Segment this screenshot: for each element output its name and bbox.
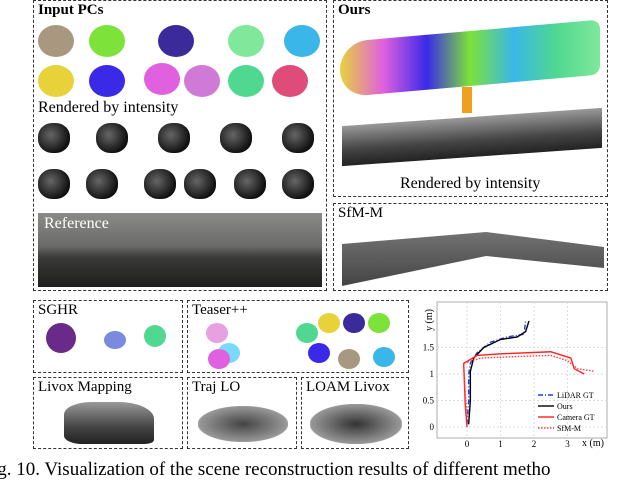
- intensity-render: [342, 107, 602, 167]
- legend-label: Ours: [557, 402, 573, 411]
- livox-map: [64, 402, 154, 444]
- panel-title: Livox Mapping: [38, 379, 132, 395]
- series-line-lidar-gt: [466, 320, 527, 425]
- intensity-cloud: [144, 169, 176, 199]
- reference-photo: [38, 213, 322, 287]
- loam-livox-map: [310, 404, 402, 444]
- rendered-caption: Rendered by intensity: [400, 175, 541, 192]
- ours-panel: Ours Rendered by intensity: [333, 0, 608, 197]
- input-point-cloud: [184, 65, 220, 97]
- intensity-cloud: [282, 123, 314, 153]
- intensity-cloud: [158, 123, 190, 153]
- double-arrow-icon: [462, 87, 472, 113]
- y-axis-label: y (m): [424, 309, 435, 331]
- legend-label: LiDAR GT: [557, 391, 594, 400]
- livox-mapping-panel: Livox Mapping: [33, 377, 183, 449]
- teaser-cloud: [343, 313, 365, 333]
- figure-caption: ig. 10. Visualization of the scene recon…: [0, 459, 551, 480]
- intensity-cloud: [38, 169, 70, 199]
- loam-livox-panel: LOAM Livox: [301, 377, 409, 449]
- panel-title: Ours: [338, 2, 371, 18]
- sghr-panel: SGHR: [33, 300, 183, 373]
- input-point-cloud: [284, 25, 320, 57]
- legend-label: Camera GT: [557, 413, 595, 422]
- panel-title: Input PCs: [38, 2, 104, 18]
- teaser-cloud: [338, 349, 360, 369]
- sfm-m-panel: SfM-M: [333, 203, 608, 291]
- legend-label: SfM-M: [557, 424, 581, 433]
- y-tick-label: 1: [430, 369, 435, 379]
- input-point-cloud: [272, 65, 308, 97]
- trajectory-chart: 0 1 2 3 0 0.5 1 1.5 LiDAR GT Ours Camera GT SfM-M y…: [423, 301, 608, 449]
- reference-label: Reference: [44, 215, 109, 232]
- y-tick-label: 0.5: [423, 396, 435, 406]
- teaser-cloud: [296, 323, 318, 343]
- intensity-cloud: [184, 169, 216, 199]
- input-point-cloud: [228, 25, 264, 57]
- rendered-caption: Rendered by intensity: [38, 99, 179, 116]
- intensity-cloud: [234, 169, 266, 199]
- x-tick-label: 3: [565, 439, 570, 449]
- y-tick-label: 0: [430, 422, 435, 432]
- traj-lo-panel: Traj LO: [187, 377, 297, 449]
- teaser-cloud: [208, 349, 230, 369]
- sfm-point-cloud: [342, 232, 604, 286]
- series-line-ours: [467, 320, 530, 425]
- intensity-cloud: [282, 169, 314, 199]
- input-point-cloud: [38, 25, 74, 57]
- sghr-cloud: [46, 323, 76, 353]
- sghr-cloud: [104, 331, 126, 349]
- plot-area: [436, 301, 608, 439]
- input-pcs-panel: Input PCs Rendered by intensity Referenc…: [33, 0, 327, 291]
- intensity-cloud: [96, 123, 128, 153]
- intensity-cloud: [220, 123, 252, 153]
- x-tick-label: 2: [532, 439, 537, 449]
- input-point-cloud: [89, 65, 125, 97]
- teaser-cloud: [308, 343, 330, 363]
- input-point-cloud: [158, 25, 194, 57]
- intensity-cloud: [86, 169, 118, 199]
- y-tick-label: 1.5: [423, 343, 435, 353]
- x-tick-label: 1: [498, 439, 503, 449]
- input-point-cloud: [228, 65, 264, 97]
- teaser-cloud: [368, 313, 390, 333]
- traj-lo-map: [198, 406, 288, 442]
- intensity-cloud: [38, 123, 70, 153]
- input-point-cloud: [38, 65, 74, 97]
- panel-title: LOAM Livox: [306, 379, 390, 395]
- teaser-cloud: [318, 313, 340, 333]
- sghr-cloud: [144, 325, 166, 347]
- input-point-cloud: [89, 25, 125, 57]
- teaser-cloud: [206, 323, 228, 343]
- panel-title: SGHR: [38, 302, 79, 318]
- panel-title: Teaser++: [192, 302, 248, 318]
- teaser-panel: Teaser++: [187, 300, 409, 373]
- x-axis-label: x (m): [582, 438, 604, 449]
- panel-title: Traj LO: [192, 379, 241, 395]
- merged-point-cloud: [340, 19, 600, 98]
- teaser-cloud: [373, 347, 395, 367]
- panel-title: SfM-M: [338, 205, 384, 221]
- x-tick-label: 0: [465, 439, 470, 449]
- input-point-cloud: [144, 63, 180, 95]
